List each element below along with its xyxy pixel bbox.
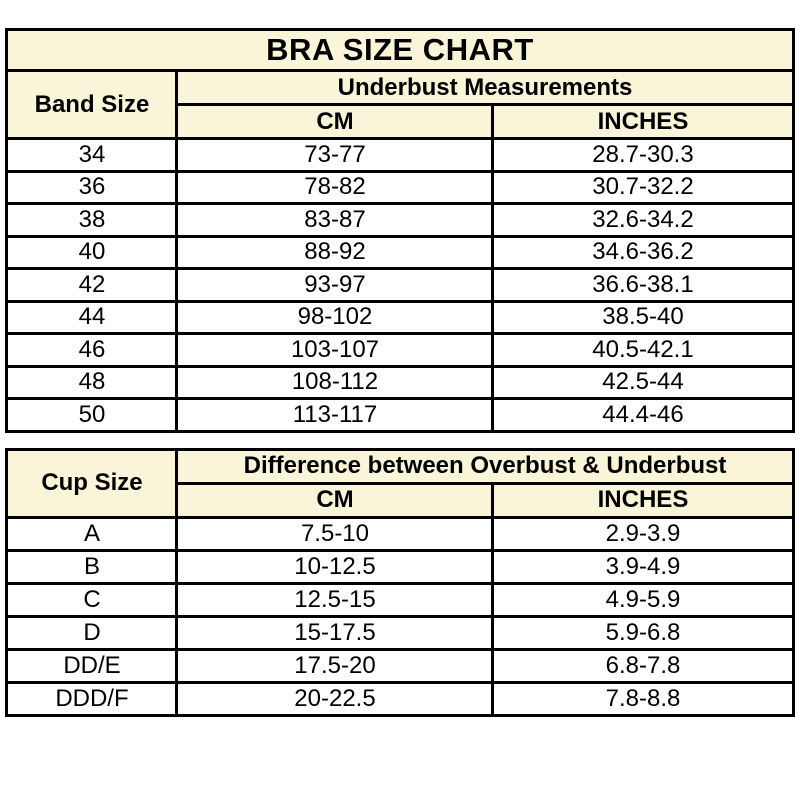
table-cell-cm: 88-92 [175, 234, 495, 270]
table-cell-label: DDD/F [5, 680, 179, 717]
table-cell-inches: 2.9-3.9 [491, 515, 795, 552]
table-cell-label: B [5, 548, 179, 585]
table-cell-inches: 5.9-6.8 [491, 614, 795, 651]
table-cell-inches: 6.8-7.8 [491, 647, 795, 684]
table-cell-cm: 73-77 [175, 137, 495, 173]
unit-header-row: CM INCHES [7, 481, 795, 519]
cup-size-corner-header: Cup Size [5, 447, 179, 519]
chart-title: BRA SIZE CHART [5, 28, 795, 72]
table-cell-label: 34 [5, 137, 179, 173]
table-cell-cm: 17.5-20 [175, 647, 495, 684]
cup-size-table-header: Cup Size Difference between Overbust & U… [5, 447, 795, 519]
table-row: 42 93-97 36.6-38.1 [5, 267, 795, 303]
difference-overbust-underbust-header: Difference between Overbust & Underbust [175, 447, 795, 485]
table-cell-cm: 12.5-15 [175, 581, 495, 618]
band-size-table: BRA SIZE CHART Band Size Underbust Measu… [5, 28, 795, 433]
table-cell-inches: 40.5-42.1 [491, 332, 795, 368]
table-cell-cm: 108-112 [175, 364, 495, 400]
table-cell-label: 40 [5, 234, 179, 270]
table-row: 40 88-92 34.6-36.2 [5, 234, 795, 270]
table-cell-cm: 98-102 [175, 299, 495, 335]
table-cell-inches: 3.9-4.9 [491, 548, 795, 585]
cm-column-header: CM [175, 103, 495, 140]
table-row: D 15-17.5 5.9-6.8 [5, 614, 795, 651]
bra-size-chart: BRA SIZE CHART Band Size Underbust Measu… [5, 28, 795, 717]
cup-size-table-body: A 7.5-10 2.9-3.9 B 10-12.5 3.9-4.9 C 12.5-15 4.9… [5, 515, 795, 717]
table-cell-inches: 28.7-30.3 [491, 137, 795, 173]
table-cell-label: 46 [5, 332, 179, 368]
table-row: 38 83-87 32.6-34.2 [5, 202, 795, 238]
table-cell-label: 44 [5, 299, 179, 335]
table-row: 36 78-82 30.7-32.2 [5, 169, 795, 205]
table-cell-label: DD/E [5, 647, 179, 684]
group-header-row: Cup Size Difference between Overbust & U… [5, 447, 795, 519]
table-row: DDD/F 20-22.5 7.8-8.8 [5, 680, 795, 717]
table-cell-label: 50 [5, 397, 179, 433]
chart-title-row: BRA SIZE CHART [5, 28, 795, 72]
table-cell-label: C [5, 581, 179, 618]
table-cell-inches: 32.6-34.2 [491, 202, 795, 238]
table-cell-label: 48 [5, 364, 179, 400]
cup-size-table: Cup Size Difference between Overbust & U… [5, 447, 795, 717]
table-cell-cm: 103-107 [175, 332, 495, 368]
table-row: DD/E 17.5-20 6.8-7.8 [5, 647, 795, 684]
inches-column-header: INCHES [491, 103, 795, 140]
table-cell-inches: 7.8-8.8 [491, 680, 795, 717]
band-size-table-header: BRA SIZE CHART Band Size Underbust Measu… [5, 28, 795, 140]
table-cell-cm: 83-87 [175, 202, 495, 238]
table-cell-inches: 34.6-36.2 [491, 234, 795, 270]
inches-column-header: INCHES [491, 481, 795, 519]
table-cell-label: 36 [5, 169, 179, 205]
group-header-row: Band Size Underbust Measurements [5, 69, 795, 140]
underbust-measurements-header: Underbust Measurements [175, 69, 795, 106]
table-cell-label: 42 [5, 267, 179, 303]
table-row: 34 73-77 28.7-30.3 [5, 137, 795, 173]
table-cell-inches: 42.5-44 [491, 364, 795, 400]
table-row: B 10-12.5 3.9-4.9 [5, 548, 795, 585]
table-row: C 12.5-15 4.9-5.9 [5, 581, 795, 618]
table-cell-cm: 20-22.5 [175, 680, 495, 717]
table-cell-inches: 44.4-46 [491, 397, 795, 433]
table-cell-label: A [5, 515, 179, 552]
table-row: 46 103-107 40.5-42.1 [5, 332, 795, 368]
table-row: A 7.5-10 2.9-3.9 [5, 515, 795, 552]
table-cell-label: D [5, 614, 179, 651]
table-cell-cm: 113-117 [175, 397, 495, 433]
table-cell-inches: 38.5-40 [491, 299, 795, 335]
band-size-table-body: 34 73-77 28.7-30.3 36 78-82 30.7-32.2 38 83-87 3… [5, 137, 795, 433]
band-size-corner-header: Band Size [5, 69, 179, 140]
table-cell-cm: 7.5-10 [175, 515, 495, 552]
table-cell-cm: 15-17.5 [175, 614, 495, 651]
table-row: 44 98-102 38.5-40 [5, 299, 795, 335]
table-cell-cm: 78-82 [175, 169, 495, 205]
table-cell-inches: 4.9-5.9 [491, 581, 795, 618]
table-cell-label: 38 [5, 202, 179, 238]
table-cell-inches: 30.7-32.2 [491, 169, 795, 205]
table-cell-inches: 36.6-38.1 [491, 267, 795, 303]
cm-column-header: CM [175, 481, 495, 519]
table-row: 48 108-112 42.5-44 [5, 364, 795, 400]
table-row: 50 113-117 44.4-46 [5, 397, 795, 433]
table-cell-cm: 10-12.5 [175, 548, 495, 585]
table-cell-cm: 93-97 [175, 267, 495, 303]
unit-header-row: CM INCHES [7, 103, 795, 140]
